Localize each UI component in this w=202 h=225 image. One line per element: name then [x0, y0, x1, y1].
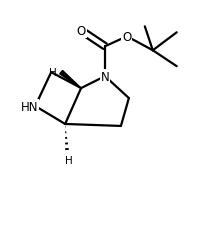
Text: N: N — [101, 70, 109, 83]
Text: H: H — [65, 155, 73, 165]
Text: O: O — [76, 25, 86, 38]
Text: O: O — [122, 31, 132, 44]
Polygon shape — [60, 71, 81, 89]
Text: H: H — [49, 68, 57, 78]
Text: HN: HN — [21, 100, 38, 113]
